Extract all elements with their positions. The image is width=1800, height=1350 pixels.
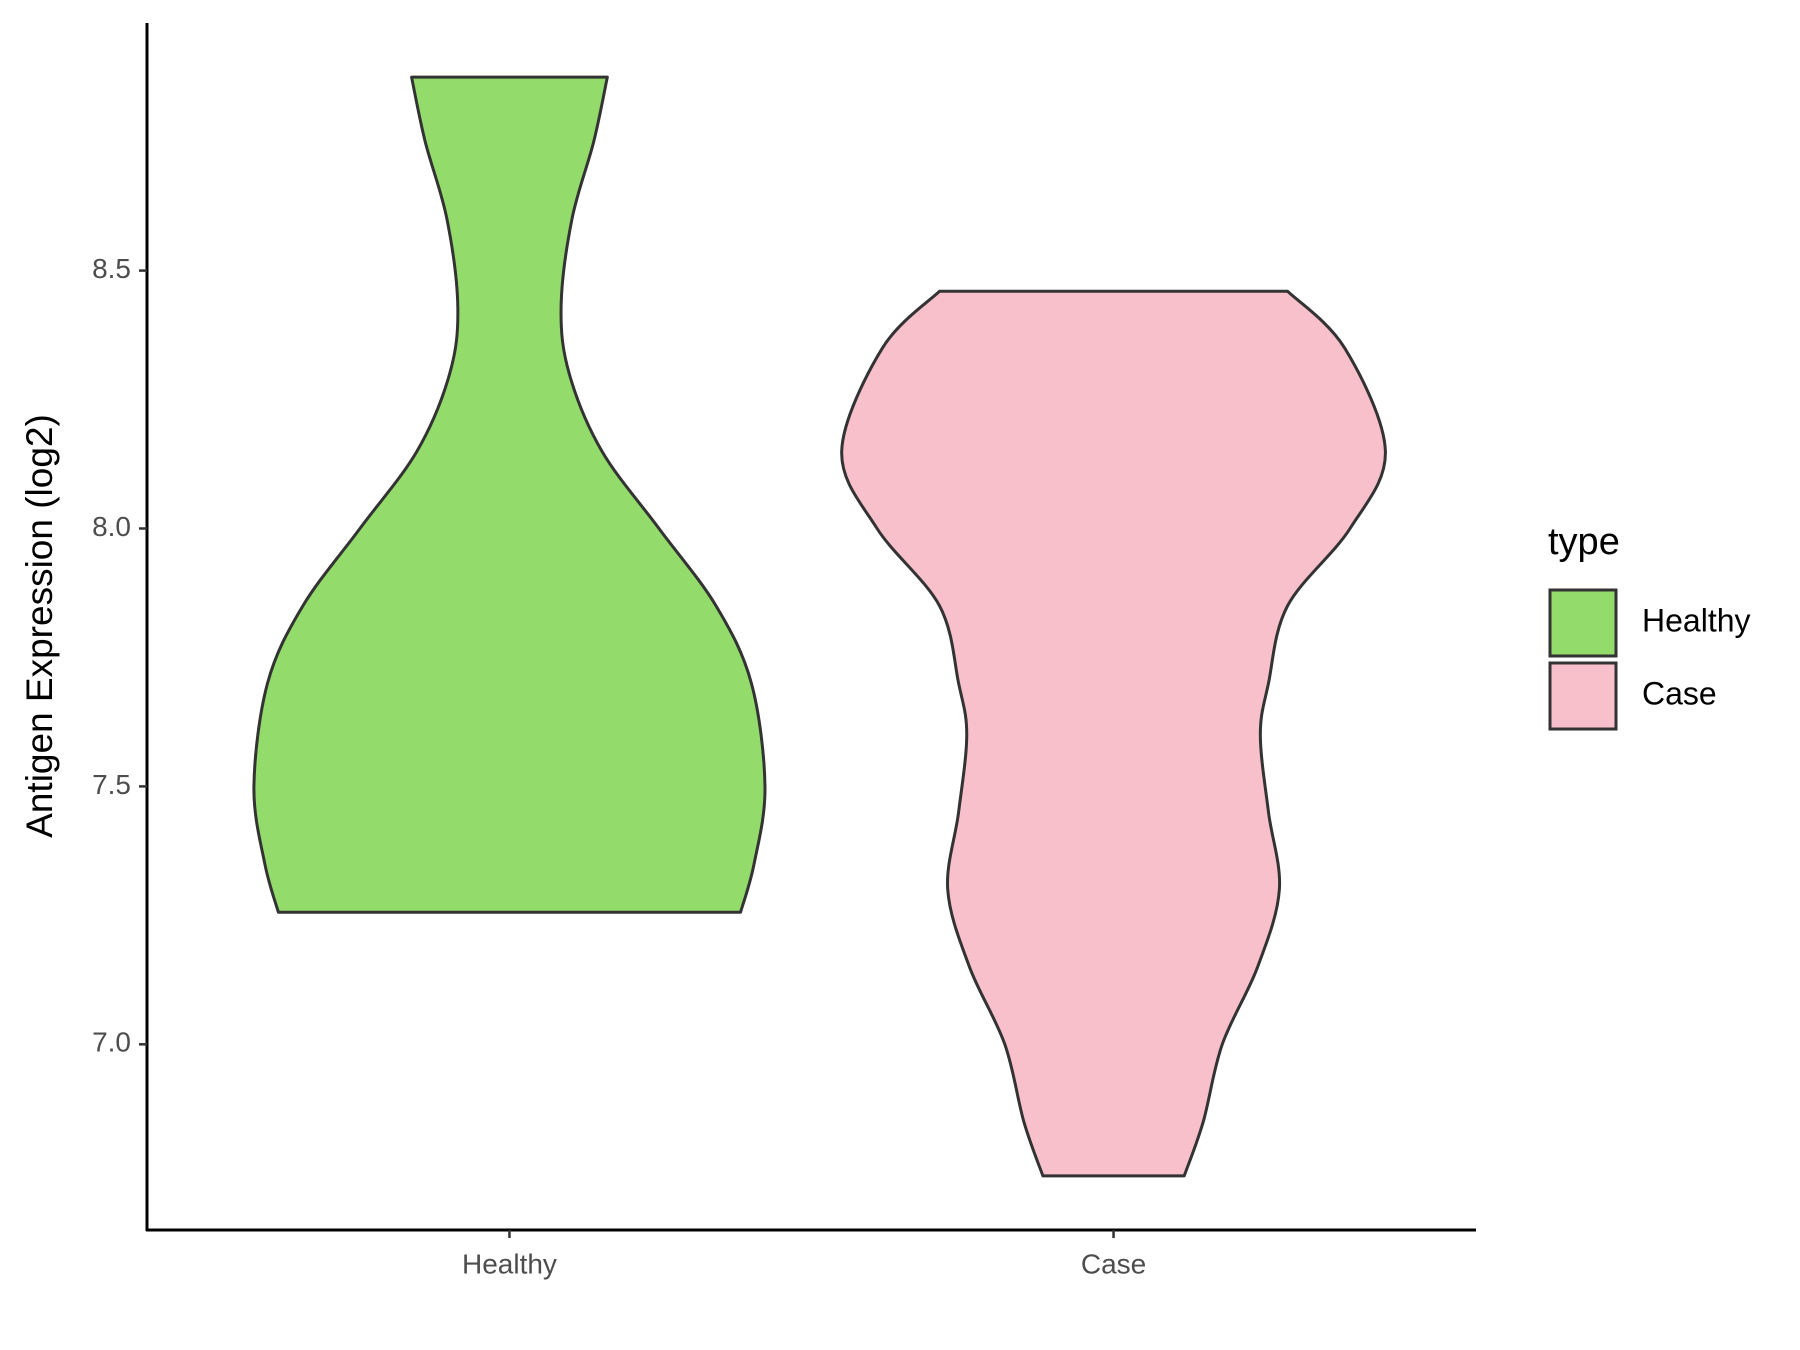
- y-axis-title: Antigen Expression (log2): [19, 414, 60, 838]
- y-tick-label: 7.5: [92, 769, 131, 800]
- x-tick-label: Case: [1081, 1248, 1146, 1279]
- legend-label: Case: [1642, 675, 1717, 711]
- violin: [252, 75, 767, 914]
- y-tick-label: 8.0: [92, 511, 131, 542]
- legend-title: type: [1548, 521, 1620, 563]
- y-tick-label: 8.5: [92, 253, 131, 284]
- legend-key: [1548, 588, 1618, 658]
- legend-key: [1548, 661, 1618, 731]
- violin: [840, 289, 1387, 1178]
- x-tick-label: Healthy: [462, 1248, 557, 1279]
- legend-label: Healthy: [1642, 602, 1751, 638]
- y-tick-label: 7.0: [92, 1027, 131, 1058]
